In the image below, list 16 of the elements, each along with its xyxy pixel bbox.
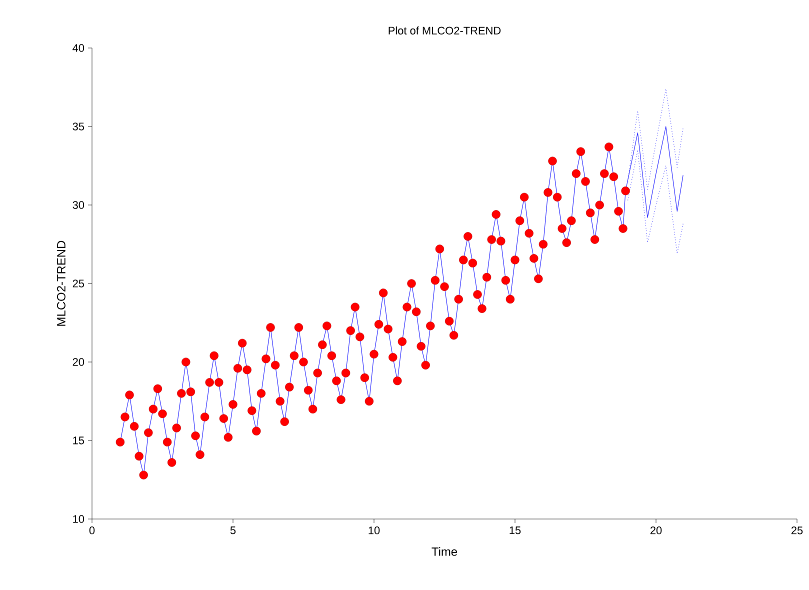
y-tick-label: 25 xyxy=(72,280,84,288)
y-tick-label: 35 xyxy=(72,122,84,130)
chart-title: Plot of MLCO2-TREND xyxy=(388,26,501,34)
x-tick-label: 10 xyxy=(368,526,380,534)
x-axis-title: Time xyxy=(432,547,458,556)
x-tick-label: 15 xyxy=(510,526,521,534)
y-tick-label: 10 xyxy=(73,515,84,523)
x-tick-label: 25 xyxy=(791,526,803,534)
y-axis-title: MLCO2-TREND xyxy=(57,240,66,326)
x-tick-label: 0 xyxy=(89,526,95,534)
y-tick-label: 30 xyxy=(72,201,84,209)
x-tick-label: 20 xyxy=(650,526,662,534)
y-tick-label: 15 xyxy=(73,436,84,444)
y-tick-label: 40 xyxy=(72,44,84,52)
x-tick-label: 5 xyxy=(230,526,236,534)
y-tick-label: 20 xyxy=(72,358,84,366)
